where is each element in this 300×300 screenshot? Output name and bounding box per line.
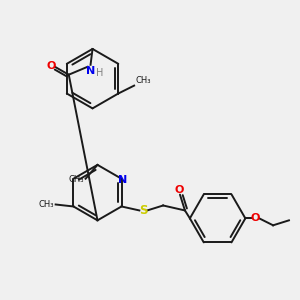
Text: O: O (46, 61, 56, 71)
Text: CH₃: CH₃ (38, 200, 54, 209)
Text: O: O (174, 184, 184, 195)
Text: H: H (96, 68, 103, 78)
Text: N: N (118, 175, 127, 185)
Text: S: S (139, 204, 148, 217)
Text: N: N (86, 66, 95, 76)
Text: CH₃: CH₃ (68, 175, 84, 184)
Text: CH₃: CH₃ (135, 76, 151, 85)
Text: O: O (250, 213, 260, 224)
